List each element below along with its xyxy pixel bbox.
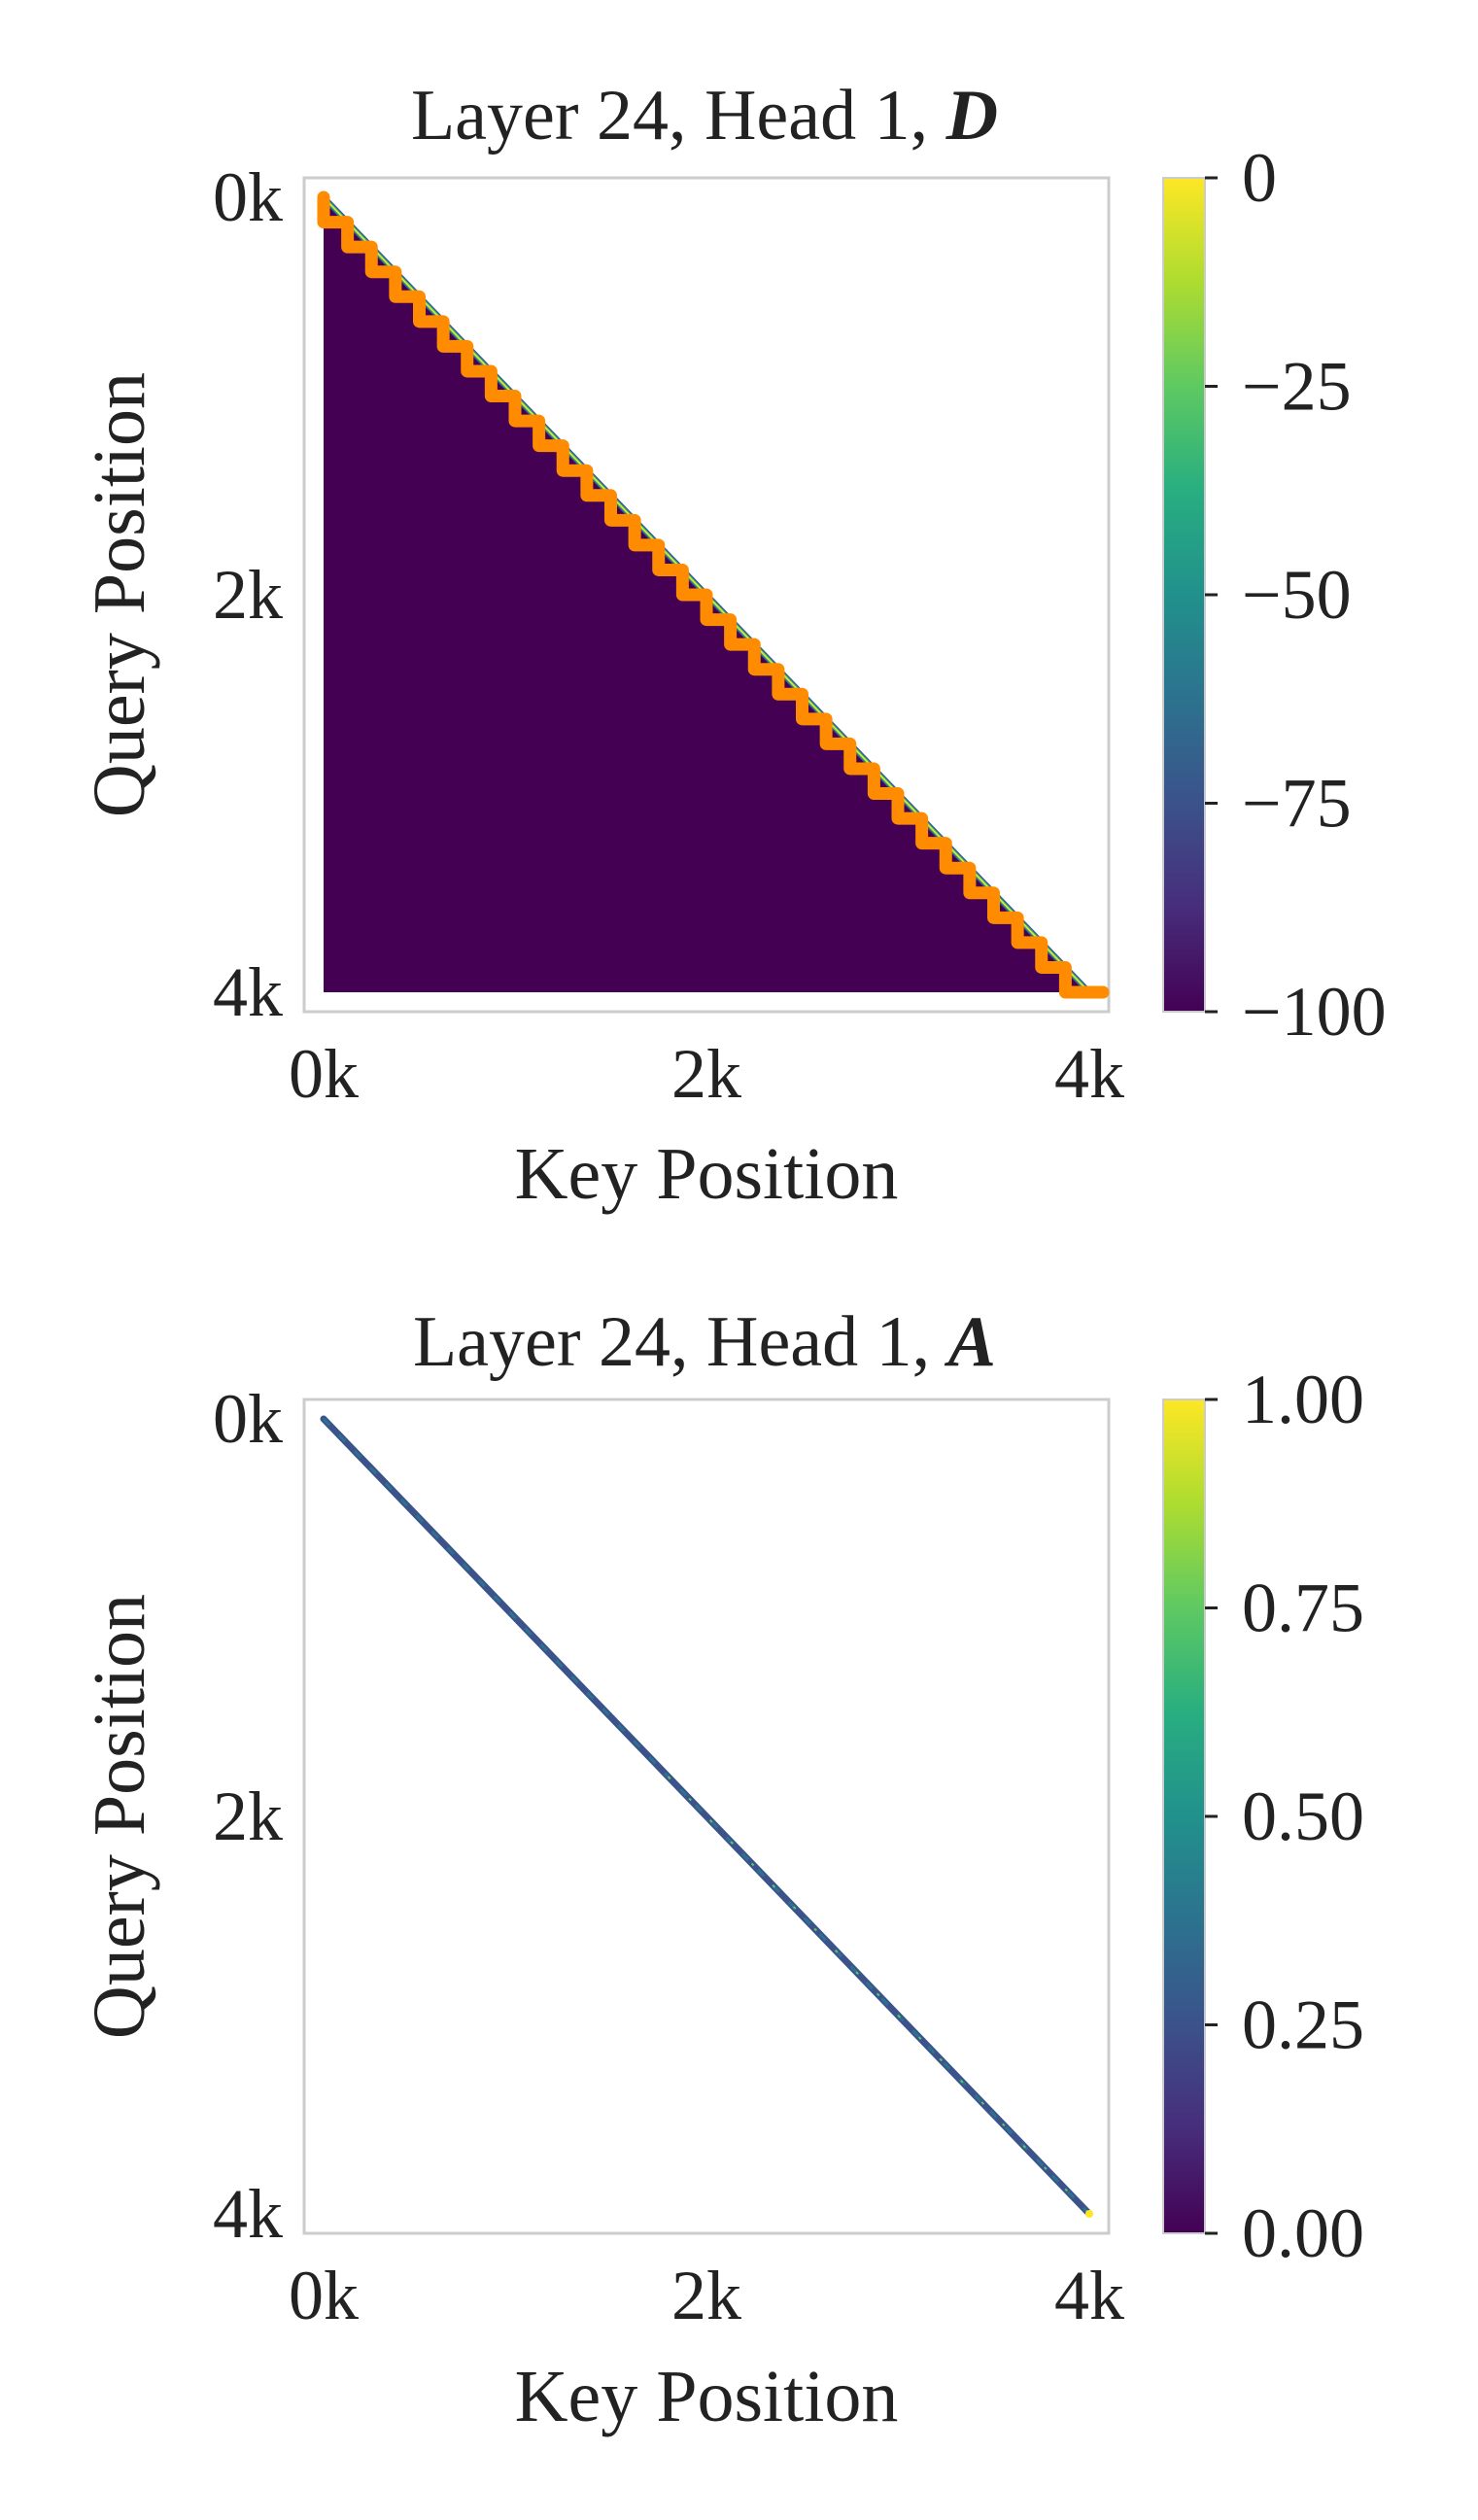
- heatmap-d-panel: Layer 24, Head 1, D 0k 2k 4k 0k 2k 4k Ke…: [79, 76, 1387, 1215]
- colorbar-tick-label: 0.50: [1242, 1778, 1364, 1855]
- x-tick-label: 0k: [289, 1035, 359, 1113]
- y-tick-label: 4k: [213, 2175, 283, 2253]
- colorbar-tick-label: 0: [1242, 139, 1277, 217]
- y-tick-label: 0k: [213, 158, 283, 236]
- y-axis-label-d: Query Position: [79, 372, 160, 817]
- colorbar-tick-label: 0.75: [1242, 1570, 1364, 1647]
- staircase-line: [317, 190, 1096, 999]
- y-tick-label: 2k: [213, 1778, 283, 1855]
- axis-ticks-a: 0k 2k 4k 0k 2k 4k: [213, 1380, 1124, 2334]
- staircase-overlay: [317, 190, 1110, 999]
- x-tick-label: 2k: [671, 1035, 741, 1113]
- y-axis-label-a: Query Position: [79, 1594, 160, 2039]
- attention-last-cell: [1085, 2210, 1093, 2218]
- y-tick-label: 4k: [213, 953, 283, 1031]
- colorbar-tick-label: 0.25: [1242, 1986, 1364, 2064]
- x-tick-label: 4k: [1054, 2257, 1124, 2334]
- chart-title-a: Layer 24, Head 1, A: [413, 1302, 996, 1382]
- colorbar-tick-label: 0.00: [1242, 2194, 1364, 2272]
- colorbar-a-ticks: 1.00 0.75 0.50 0.25 0.00: [1205, 1361, 1364, 2272]
- axis-ticks-d: 0k 2k 4k 0k 2k 4k: [213, 158, 1124, 1113]
- colorbar-tick-label: 1.00: [1242, 1361, 1364, 1438]
- x-axis-label-d: Key Position: [515, 1133, 899, 1215]
- y-tick-label: 2k: [213, 556, 283, 634]
- colorbar-tick-label: −25: [1242, 348, 1352, 426]
- attention-diagonal-highlights: [667, 1776, 1090, 2215]
- colorbar-a: [1162, 1398, 1206, 2234]
- colorbar-tick-label: −50: [1242, 556, 1352, 634]
- x-tick-label: 2k: [671, 2257, 741, 2334]
- x-axis-label-a: Key Position: [515, 2356, 899, 2437]
- x-tick-label: 0k: [289, 2257, 359, 2334]
- colorbar-tick-label: −100: [1242, 973, 1387, 1051]
- chart-title-d: Layer 24, Head 1, D: [411, 76, 998, 155]
- heatmap-a-panel: Layer 24, Head 1, A 0k 2k 4k 0k 2k 4k Ke…: [79, 1302, 1364, 2437]
- colorbar-d: [1162, 177, 1206, 1013]
- y-tick-label: 0k: [213, 1380, 283, 1458]
- heatmap-a-cells: [320, 1415, 1093, 2218]
- x-tick-label: 4k: [1054, 1035, 1124, 1113]
- colorbar-d-ticks: 0 −25 −50 −75 −100: [1205, 139, 1387, 1051]
- colorbar-tick-label: −75: [1242, 765, 1352, 843]
